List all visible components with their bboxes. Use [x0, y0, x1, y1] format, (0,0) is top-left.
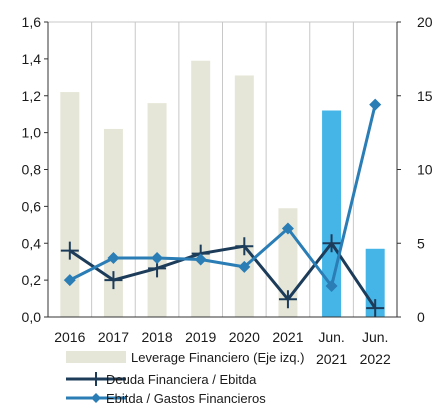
x-tick-label: 2018	[141, 329, 172, 345]
legend-marker-deuda	[89, 372, 103, 386]
point-ebitda-gastos	[325, 280, 338, 293]
chart-legend: Leverage Financiero (Eje izq.) Deuda Fin…	[66, 350, 304, 406]
x-tick-label: 2021	[316, 351, 347, 367]
right-tick-label: 10	[417, 162, 433, 178]
left-tick-label: 1,4	[22, 51, 42, 67]
point-ebitda-gastos	[194, 253, 207, 266]
left-tick-label: 0,4	[22, 235, 42, 251]
right-tick-label: 15	[417, 88, 433, 104]
legend-label-leverage: Leverage Financiero (Eje izq.)	[131, 350, 304, 365]
right-tick-label: 20	[417, 14, 433, 30]
x-tick-label: Jun.	[362, 329, 388, 345]
point-ebitda-gastos	[369, 98, 382, 111]
bar-series	[60, 60, 385, 317]
point-deuda-ebitda	[366, 299, 385, 318]
x-tick-label: 2022	[360, 351, 391, 367]
left-tick-label: 0,6	[22, 198, 42, 214]
left-tick-label: 0,0	[22, 309, 42, 325]
point-ebitda-gastos	[107, 252, 120, 264]
line-ebitda-gastos	[69, 104, 377, 288]
point-deuda-ebitda	[235, 237, 254, 256]
point-ebitda-gastos	[151, 252, 164, 264]
point-ebitda-gastos	[63, 274, 76, 287]
point-ebitda-gastos	[238, 260, 251, 273]
left-tick-label: 0,8	[22, 162, 42, 178]
bar-2020	[234, 75, 254, 317]
point-deuda-ebitda	[322, 234, 341, 253]
point-ebitda-gastos	[281, 222, 294, 235]
x-tick-label: Jun.	[318, 329, 344, 345]
line-deuda-ebitda	[68, 241, 377, 309]
left-tick-label: 1,2	[22, 88, 42, 104]
x-tick-label: 2020	[229, 329, 260, 345]
right-tick-label: 5	[417, 235, 425, 251]
legend-label-deuda: Deuda Financiera / Ebitda	[106, 372, 257, 387]
chart-axes: 0,0 0,2 0,4 0,6 0,8 1,0 1,2 1,4 1,6 0 5 10 15 20 2016 2…	[22, 14, 433, 367]
bar-2018	[147, 103, 167, 317]
left-tick-label: 0,2	[22, 272, 42, 288]
point-deuda-ebitda	[104, 271, 123, 290]
legend-swatch-leverage	[66, 351, 126, 363]
chart-grid	[48, 21, 397, 317]
bar-2017	[103, 128, 123, 317]
line-series	[60, 98, 385, 318]
x-tick-label: 2021	[272, 329, 303, 345]
bar-2019	[191, 60, 211, 317]
left-tick-label: 1,0	[22, 125, 42, 141]
x-tick-label: 2019	[185, 329, 216, 345]
right-tick-label: 0	[417, 309, 425, 325]
bar-2016	[60, 92, 80, 317]
x-tick-label: 2017	[98, 329, 129, 345]
legend-marker-ebitda	[91, 393, 101, 403]
x-tick-label: 2016	[54, 329, 85, 345]
point-deuda-ebitda	[60, 241, 79, 260]
left-tick-label: 1,6	[22, 14, 42, 30]
point-deuda-ebitda	[278, 290, 297, 309]
legend-label-ebitda: Ebitda / Gastos Financieros	[106, 391, 266, 406]
